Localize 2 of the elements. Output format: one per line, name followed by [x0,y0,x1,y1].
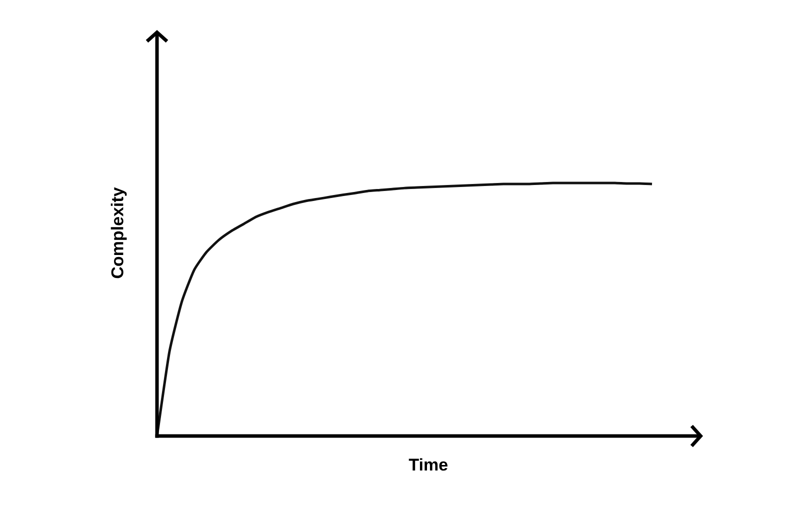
x-axis-title: Time [408,458,448,471]
y-axis-title: Complexity [110,187,127,278]
